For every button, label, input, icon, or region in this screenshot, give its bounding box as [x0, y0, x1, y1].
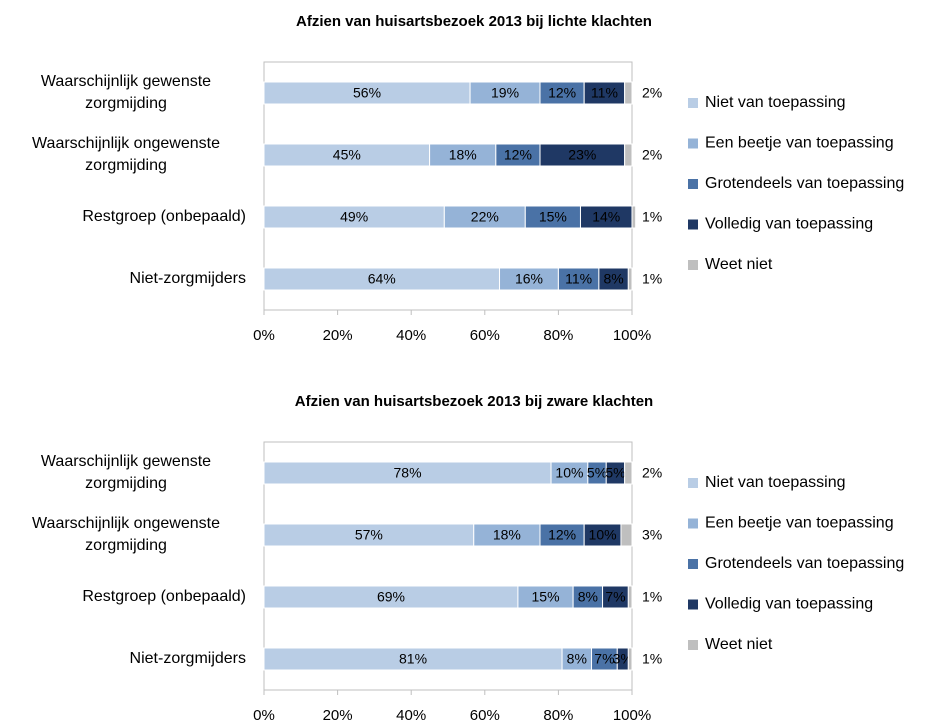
bar-segment [627, 585, 633, 609]
legend-label: Weet niet [705, 636, 773, 653]
plot-frame [263, 61, 633, 311]
data-label: 69% [377, 589, 405, 605]
data-label: 1% [642, 651, 662, 667]
data-label: 1% [642, 271, 662, 287]
category-label: Niet-zorgmijders [129, 270, 246, 287]
chart-title: Afzien van huisartsbezoek 2013 bij zware… [295, 393, 653, 410]
data-label: 15% [539, 209, 567, 225]
data-label: 1% [642, 209, 662, 225]
legend-swatch [688, 640, 698, 650]
category-label: Restgroep (onbepaald) [82, 588, 246, 605]
bar-segment [631, 205, 637, 229]
x-tick-label: 0% [253, 707, 275, 722]
bar-segment [627, 267, 633, 291]
data-label: 19% [491, 85, 519, 101]
data-label: 8% [567, 651, 587, 667]
bar-segment [620, 523, 633, 547]
bar-segment [624, 143, 633, 167]
category-label: Waarschijnlijk ongewenste zorgmijding [32, 135, 220, 174]
data-label: 10% [589, 527, 617, 543]
category-label: Waarschijnlijk gewenste zorgmijding [40, 453, 212, 492]
data-label: 22% [471, 209, 499, 225]
data-label: 8% [578, 589, 598, 605]
x-tick-label: 60% [470, 707, 500, 722]
x-tick-label: 20% [323, 327, 353, 344]
data-label: 57% [355, 527, 383, 543]
data-label: 2% [642, 147, 662, 163]
data-label: 5% [605, 465, 625, 481]
legend-label: Volledig van toepassing [705, 216, 873, 233]
x-tick-label: 80% [543, 327, 573, 344]
category-label: Niet-zorgmijders [129, 650, 246, 667]
category-label: Waarschijnlijk ongewenste zorgmijding [32, 515, 220, 554]
legend-label: Een beetje van toepassing [705, 515, 894, 532]
x-tick-label: 20% [323, 707, 353, 722]
data-label: 5% [587, 465, 607, 481]
data-label: 2% [642, 465, 662, 481]
legend-swatch [688, 179, 698, 189]
data-label: 49% [340, 209, 368, 225]
data-label: 18% [449, 147, 477, 163]
category-label: Restgroep (onbepaald) [82, 208, 246, 225]
data-label: 8% [603, 271, 623, 287]
legend-label: Grotendeels van toepassing [705, 555, 904, 572]
bar-segment [627, 647, 633, 671]
legend-swatch [688, 599, 698, 610]
data-label: 7% [594, 651, 614, 667]
x-tick-label: 100% [613, 327, 651, 344]
plot-frame [263, 441, 633, 691]
chart-title: Afzien van huisartsbezoek 2013 bij licht… [296, 13, 652, 30]
legend-swatch [688, 138, 698, 149]
legend-swatch [688, 98, 698, 108]
data-label: 14% [592, 209, 620, 225]
x-tick-label: 100% [613, 707, 651, 722]
data-label: 12% [548, 85, 576, 101]
data-label: 7% [605, 589, 625, 605]
legend-label: Volledig van toepassing [705, 596, 873, 613]
data-label: 11% [591, 85, 618, 101]
x-tick-label: 40% [396, 327, 426, 344]
x-tick-label: 80% [543, 707, 573, 722]
legend-label: Niet van toepassing [705, 474, 846, 491]
bar-segment [624, 461, 633, 485]
data-label: 16% [515, 271, 543, 287]
data-label: 12% [548, 527, 576, 543]
data-label: 1% [642, 589, 662, 605]
legend-swatch [688, 219, 698, 230]
data-label: 11% [565, 271, 592, 287]
x-tick-label: 60% [470, 327, 500, 344]
data-label: 2% [642, 85, 662, 101]
x-tick-label: 0% [253, 327, 275, 344]
data-label: 56% [353, 85, 381, 101]
legend-swatch [688, 478, 698, 488]
data-label: 10% [555, 465, 583, 481]
legend-label: Grotendeels van toepassing [705, 175, 904, 192]
data-label: 12% [504, 147, 532, 163]
data-label: 64% [368, 271, 396, 287]
data-label: 45% [333, 147, 361, 163]
data-label: 15% [532, 589, 560, 605]
legend-label: Weet niet [705, 256, 773, 273]
legend-swatch [688, 518, 698, 529]
legend-swatch [688, 559, 698, 569]
category-label: Waarschijnlijk gewenste zorgmijding [40, 73, 212, 112]
data-label: 18% [493, 527, 521, 543]
data-label: 81% [399, 651, 427, 667]
legend-label: Niet van toepassing [705, 94, 846, 111]
legend-swatch [688, 260, 698, 270]
legend-label: Een beetje van toepassing [705, 135, 894, 152]
data-label: 78% [394, 465, 422, 481]
data-label: 3% [642, 527, 662, 543]
data-label: 23% [568, 147, 596, 163]
x-tick-label: 40% [396, 707, 426, 722]
bar-segment [624, 81, 633, 105]
